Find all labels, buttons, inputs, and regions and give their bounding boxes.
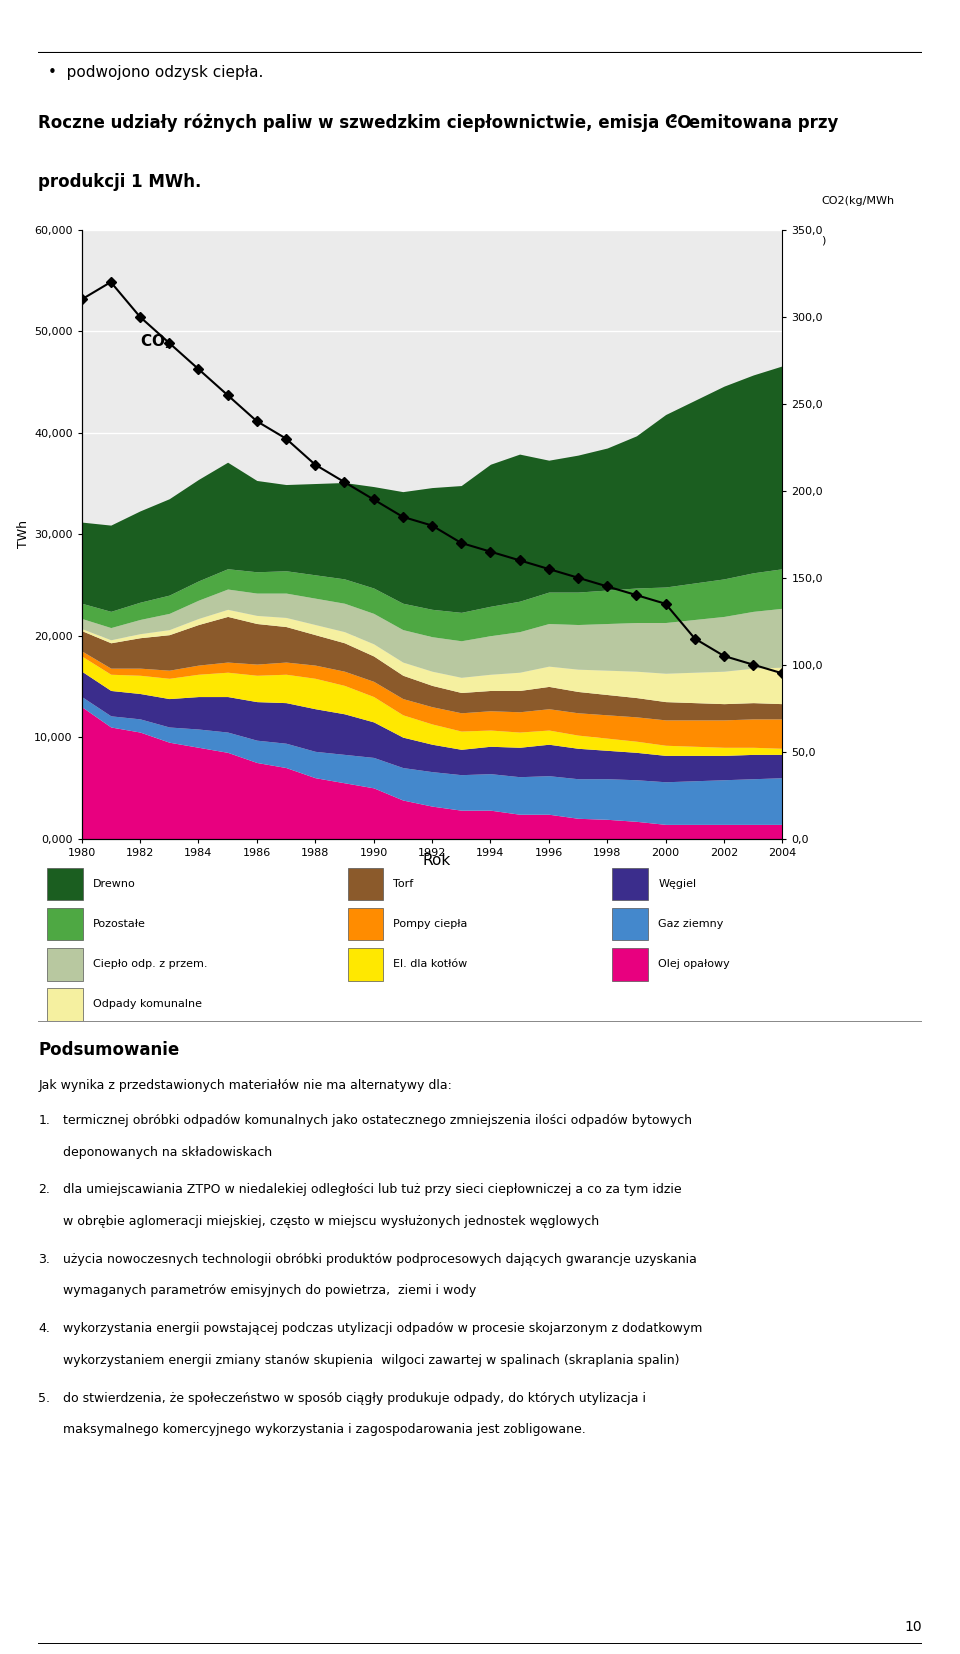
Text: Torf: Torf: [394, 878, 414, 888]
Text: 4.: 4.: [38, 1322, 50, 1335]
Text: Rok: Rok: [422, 853, 451, 868]
Text: 1.: 1.: [38, 1115, 50, 1126]
Bar: [47, 987, 83, 1021]
Text: CO$_2$: CO$_2$: [140, 332, 172, 351]
Text: wymaganych parametrów emisyjnych do powietrza,  ziemi i wody: wymaganych parametrów emisyjnych do powi…: [63, 1285, 476, 1297]
Text: użycia nowoczesnych technologii obróbki produktów podprocesowych dających gwaran: użycia nowoczesnych technologii obróbki …: [63, 1252, 697, 1265]
Text: Pompy ciepła: Pompy ciepła: [394, 920, 468, 930]
Text: Jak wynika z przedstawionych materiałów nie ma alternatywy dla:: Jak wynika z przedstawionych materiałów …: [38, 1078, 452, 1092]
Text: 2.: 2.: [38, 1183, 50, 1196]
Text: Podsumowanie: Podsumowanie: [38, 1040, 180, 1059]
Text: emitowana przy: emitowana przy: [684, 114, 838, 132]
Text: 10: 10: [904, 1621, 922, 1634]
Text: dla umiejscawiania ZTPO w niedalekiej odległości lub tuż przy sieci ciepłownicze: dla umiejscawiania ZTPO w niedalekiej od…: [63, 1183, 682, 1196]
Text: El. dla kotłów: El. dla kotłów: [394, 959, 468, 969]
Text: deponowanych na składowiskach: deponowanych na składowiskach: [63, 1146, 273, 1159]
Text: •  podwojono odzysk ciepła.: • podwojono odzysk ciepła.: [48, 65, 263, 81]
Bar: [348, 867, 383, 900]
Bar: [612, 948, 648, 981]
Text: Węgiel: Węgiel: [659, 878, 697, 888]
Text: Odpady komunalne: Odpady komunalne: [93, 999, 203, 1009]
Bar: [612, 867, 648, 900]
Bar: [47, 948, 83, 981]
Bar: [47, 908, 83, 941]
Text: Roczne udziały różnych paliw w szwedzkim ciepłownictwie, emisja CO: Roczne udziały różnych paliw w szwedzkim…: [38, 114, 692, 132]
Bar: [348, 948, 383, 981]
Text: 2: 2: [669, 114, 677, 124]
Text: w obrębie aglomeracji miejskiej, często w miejscu wysłużonych jednostek węglowyc: w obrębie aglomeracji miejskiej, często …: [63, 1216, 599, 1227]
Bar: [348, 908, 383, 941]
Text: Olej opałowy: Olej opałowy: [659, 959, 731, 969]
Text: wykorzystaniem energii zmiany stanów skupienia  wilgoci zawartej w spalinach (sk: wykorzystaniem energii zmiany stanów sku…: [63, 1355, 680, 1366]
Text: Pozostałe: Pozostałe: [93, 920, 146, 930]
Text: Drewno: Drewno: [93, 878, 136, 888]
Text: wykorzystania energii powstającej podczas utylizacji odpadów w procesie skojarzo: wykorzystania energii powstającej podcza…: [63, 1322, 703, 1335]
Bar: [612, 908, 648, 941]
Text: do stwierdzenia, że społeczeństwo w sposób ciągły produkuje odpady, do których u: do stwierdzenia, że społeczeństwo w spos…: [63, 1391, 646, 1404]
Text: Gaz ziemny: Gaz ziemny: [659, 920, 724, 930]
Text: produkcji 1 MWh.: produkcji 1 MWh.: [38, 174, 202, 192]
Text: termicznej obróbki odpadów komunalnych jako ostatecznego zmniejszenia ilości odp: termicznej obróbki odpadów komunalnych j…: [63, 1115, 692, 1126]
Text: 3.: 3.: [38, 1252, 50, 1265]
Text: 5.: 5.: [38, 1391, 50, 1404]
Bar: [47, 867, 83, 900]
Text: maksymalnego komercyjnego wykorzystania i zagospodarowania jest zobligowane.: maksymalnego komercyjnego wykorzystania …: [63, 1422, 586, 1436]
Y-axis label: TWh: TWh: [16, 521, 30, 547]
Text: Ciepło odp. z przem.: Ciepło odp. z przem.: [93, 959, 207, 969]
Text: ): ): [821, 237, 826, 246]
Text: CO2(kg/MWh: CO2(kg/MWh: [821, 195, 894, 205]
